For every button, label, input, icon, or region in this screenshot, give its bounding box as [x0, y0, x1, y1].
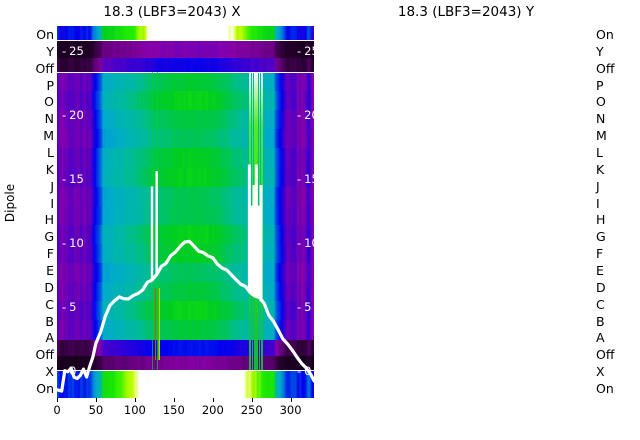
dipole-label: E	[596, 263, 604, 278]
dipole-label: D	[44, 279, 54, 295]
inner-tick-value: 5	[69, 300, 77, 315]
inner-tick-value: 10	[69, 236, 84, 251]
dipole-label: E	[46, 263, 54, 278]
dipole-label: L	[596, 145, 603, 160]
dipole-label: Y	[596, 43, 604, 59]
inner-tick-value: 20	[304, 107, 319, 122]
dipole-axis-left: On Y Off P O N M L K J I H G F E D C B A Off X On	[10, 26, 54, 398]
dipole-label: N	[44, 111, 54, 127]
x-tick-mark	[251, 398, 253, 402]
x-tick-mark	[290, 398, 292, 402]
inner-tick-value: 0	[304, 364, 312, 379]
dipole-label: Y	[46, 43, 54, 59]
x-tick-label: 0	[53, 403, 61, 417]
dipole-label: I	[50, 195, 54, 211]
dipole-label: F	[46, 246, 54, 262]
panel-x-x-axis: 0 50 100 150 200 250 300	[53, 398, 314, 438]
panel-x: 18.3 (LBF3=2043) X -0-0-5-5-10-10-15-15-…	[53, 4, 319, 438]
dipole-label: J	[50, 178, 54, 194]
panel-x-heatmap[interactable]	[57, 26, 314, 398]
inner-tick-value: 15	[304, 171, 319, 186]
inner-tick-dash: -	[62, 43, 67, 58]
dipole-label: Off	[35, 60, 54, 76]
inner-tick-label: -5	[62, 300, 77, 315]
x-tick-mark	[212, 398, 214, 402]
inner-tick-value: 25	[304, 43, 319, 58]
inner-tick-value: 0	[69, 364, 77, 379]
dipole-label: C	[596, 296, 605, 312]
inner-tick-dash: -	[297, 107, 302, 122]
dipole-label: G	[44, 229, 54, 245]
dipole-axis-right: On Y Off P O N M L K J I H G F E D C B A Off X On	[596, 26, 640, 398]
dipole-label: H	[596, 212, 606, 228]
x-tick-label: 150	[162, 403, 185, 417]
dipole-label: X	[45, 364, 54, 380]
inner-tick-dash: -	[297, 171, 302, 186]
x-tick-mark	[173, 398, 175, 402]
inner-tick-value: 20	[69, 107, 84, 122]
x-tick-label: 250	[240, 403, 263, 417]
dipole-label: Off	[596, 60, 615, 76]
inner-tick-dash: -	[297, 300, 302, 315]
x-tick-label: 50	[88, 403, 104, 417]
dipole-label: H	[44, 212, 54, 228]
panel-x-title: 18.3 (LBF3=2043) X	[103, 4, 241, 20]
inner-tick-label: -15	[62, 171, 84, 186]
dipole-label: O	[44, 94, 54, 110]
dipole-label: On	[36, 27, 54, 42]
inner-tick-dash: -	[297, 43, 302, 58]
dipole-label: Off	[596, 347, 615, 363]
inner-tick-dash: -	[297, 236, 302, 251]
dipole-label: X	[596, 364, 605, 380]
dipole-label: B	[596, 313, 605, 329]
dipole-label: C	[45, 296, 54, 312]
dipole-label: On	[596, 27, 614, 42]
dipole-label: On	[596, 381, 614, 396]
dipole-label: K	[45, 161, 54, 177]
inner-tick-dash: -	[62, 364, 67, 379]
x-tick-mark	[95, 398, 97, 402]
dipole-label: P	[596, 77, 604, 93]
inner-tick-value: 15	[69, 171, 84, 186]
dipole-label: On	[36, 381, 54, 396]
inner-tick-dash: -	[62, 236, 67, 251]
heatmap-bands-x	[57, 26, 314, 398]
inner-tick-label: -0	[62, 364, 77, 379]
dipole-label: A	[596, 330, 605, 346]
dipole-label: I	[596, 195, 600, 211]
inner-tick-value: 25	[69, 43, 84, 58]
dipole-label: P	[46, 77, 54, 93]
dipole-label: B	[45, 313, 54, 329]
inner-tick-label: -20	[62, 107, 84, 122]
inner-tick-value: 5	[304, 300, 312, 315]
inner-tick-label: -25	[62, 43, 84, 58]
dipole-label: Off	[35, 347, 54, 363]
x-tick-mark	[57, 398, 58, 402]
dipole-label: F	[596, 246, 604, 262]
dipole-label: M	[43, 128, 54, 144]
x-tick-label: 200	[201, 403, 224, 417]
x-tick-mark	[134, 398, 136, 402]
panel-y-title: 18.3 (LBF3=2043) Y	[397, 4, 535, 20]
dipole-label: G	[596, 229, 606, 245]
dipole-label: D	[596, 279, 606, 295]
dipole-label: O	[596, 94, 606, 110]
inner-tick-dash: -	[62, 171, 67, 186]
panel-y: 18.3 (LBF3=2043) Y -0-0-5-5-10-10-15-15-…	[320, 0, 640, 440]
dipole-label: L	[47, 145, 54, 160]
inner-tick-dash: -	[62, 300, 67, 315]
x-tick-label: 100	[123, 403, 146, 417]
inner-tick-label: -10	[62, 236, 84, 251]
dipole-label: A	[45, 330, 54, 346]
inner-tick-value: 10	[304, 236, 319, 251]
dipole-label: K	[596, 161, 605, 177]
inner-tick-dash: -	[62, 107, 67, 122]
inner-tick-dash: -	[297, 364, 302, 379]
dipole-label: M	[596, 128, 607, 144]
dipole-label: J	[596, 178, 600, 194]
x-tick-label: 300	[279, 403, 302, 417]
dipole-label: N	[596, 111, 606, 127]
